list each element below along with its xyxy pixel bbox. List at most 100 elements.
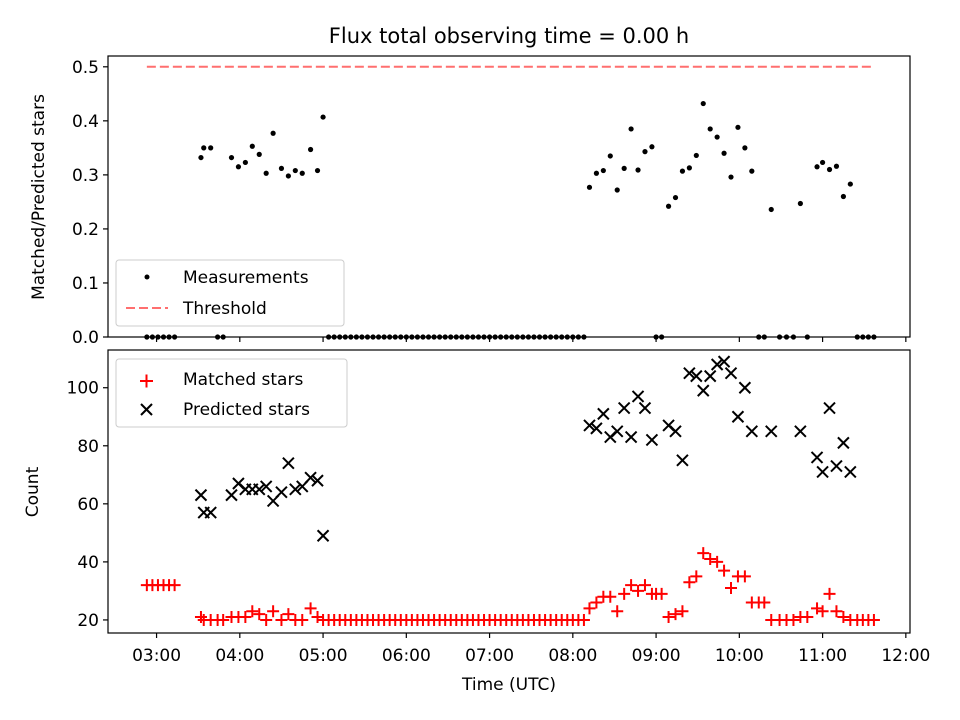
ratio-y-tick-label: 0.1 (72, 274, 99, 294)
predicted-star-point (844, 465, 857, 479)
predicted-star-point (837, 436, 850, 450)
matched-star-point (194, 611, 207, 624)
x-tick-label: 12:00 (881, 646, 930, 666)
count-y-axis-label: Count (23, 466, 43, 517)
matched-star-point (168, 579, 181, 592)
measurement-point (649, 144, 655, 150)
predicted-star-point (316, 529, 330, 542)
predicted-star-point (823, 401, 836, 415)
predicted-star-point (611, 425, 624, 438)
measurement-point (833, 163, 840, 169)
measurement-point (628, 126, 634, 132)
ratio-panel: 0.0 0.1 0.2 0.3 0.4 0.5 Matched/Predicted sta… (29, 55, 911, 348)
matched-star-point (758, 596, 771, 609)
matched-star-point (816, 605, 829, 618)
matched-star-point (583, 602, 596, 615)
measurement-point (242, 159, 248, 166)
legend-measurements-label: Measurements (183, 268, 309, 288)
matched-star-point (837, 611, 850, 624)
matched-star-point (711, 555, 724, 568)
predicted-star-point (745, 425, 759, 438)
matched-star-point (611, 605, 624, 618)
matched-star-point (217, 613, 230, 626)
x-tick-label: 11:00 (798, 646, 847, 666)
measurement-point (600, 167, 606, 174)
predicted-star-point (697, 384, 710, 397)
count-panel-frame (107, 349, 911, 634)
matched-star-point (239, 611, 252, 624)
ratio-panel-frame (107, 55, 911, 338)
measurement-point (635, 167, 641, 173)
measurement-point (819, 159, 826, 166)
matched-star-point (690, 570, 703, 583)
measurement-point (721, 150, 727, 156)
measurement-point (607, 153, 613, 159)
x-tick-label: 07:00 (465, 646, 514, 666)
matched-star-points (140, 547, 880, 626)
measurement-point (593, 170, 600, 176)
predicted-star-point (738, 381, 752, 394)
measurement-point (797, 200, 803, 207)
predicted-star-point (282, 456, 295, 470)
predicted-star-point (683, 367, 696, 380)
measurement-point (228, 154, 235, 161)
measurement-point (642, 149, 648, 155)
measurement-point (307, 146, 314, 153)
measurement-point (270, 130, 276, 136)
x-tick-label: 10:00 (715, 646, 764, 666)
measurement-point (208, 145, 214, 151)
matched-star-point (296, 613, 309, 626)
legend-predicted-marker (140, 403, 153, 416)
measurement-point (614, 187, 620, 193)
measurement-point (735, 124, 741, 130)
predicted-star-point (830, 459, 843, 473)
measurement-point (749, 168, 755, 174)
measurement-point (707, 126, 713, 132)
matched-star-point (577, 613, 590, 626)
measurement-point (278, 165, 285, 171)
measurement-point (700, 100, 706, 107)
predicted-star-point (645, 433, 659, 447)
matched-star-point (676, 605, 689, 618)
predicted-star-point (717, 355, 731, 368)
measurement-point (728, 174, 734, 180)
matched-star-point (275, 613, 288, 626)
matched-star-point (662, 611, 675, 624)
measurement-point (621, 165, 627, 171)
ratio-y-tick-label: 0.5 (72, 58, 99, 78)
predicted-star-point (259, 480, 273, 493)
x-tick-label: 05:00 (299, 646, 348, 666)
predicted-star-point (289, 483, 302, 496)
predicted-star-point (710, 358, 724, 371)
measurement-point (256, 151, 262, 157)
predicted-star-point (731, 410, 745, 423)
matched-star-point (801, 611, 814, 624)
matched-star-point (704, 552, 717, 565)
matched-star-point (738, 570, 751, 583)
ratio-legend: Measurements Threshold (115, 259, 345, 327)
measurement-point (586, 184, 593, 190)
ratio-legend-box (115, 259, 345, 327)
matched-star-point (604, 590, 617, 603)
measurement-point (814, 164, 820, 170)
matched-star-point (718, 564, 731, 577)
predicted-star-point (204, 506, 217, 519)
matched-star-point (282, 608, 295, 621)
predicted-star-point (816, 465, 829, 479)
matched-star-point (311, 611, 324, 624)
measurement-point (292, 167, 298, 174)
legend-threshold-label: Threshold (182, 299, 267, 319)
predicted-star-point (194, 488, 208, 502)
legend-matched-label: Matched stars (183, 370, 303, 390)
measurement-point (693, 152, 699, 159)
predicted-star-point (624, 430, 638, 444)
measurement-point (320, 114, 326, 120)
measurement-point (768, 206, 774, 213)
ratio-y-tick-label: 0.0 (72, 328, 99, 348)
measurement-point (665, 203, 672, 209)
count-legend-box (115, 358, 348, 428)
matched-star-point (725, 582, 738, 595)
x-tick-label: 04:00 (215, 646, 264, 666)
count-y-tick-label: 100 (67, 379, 99, 399)
